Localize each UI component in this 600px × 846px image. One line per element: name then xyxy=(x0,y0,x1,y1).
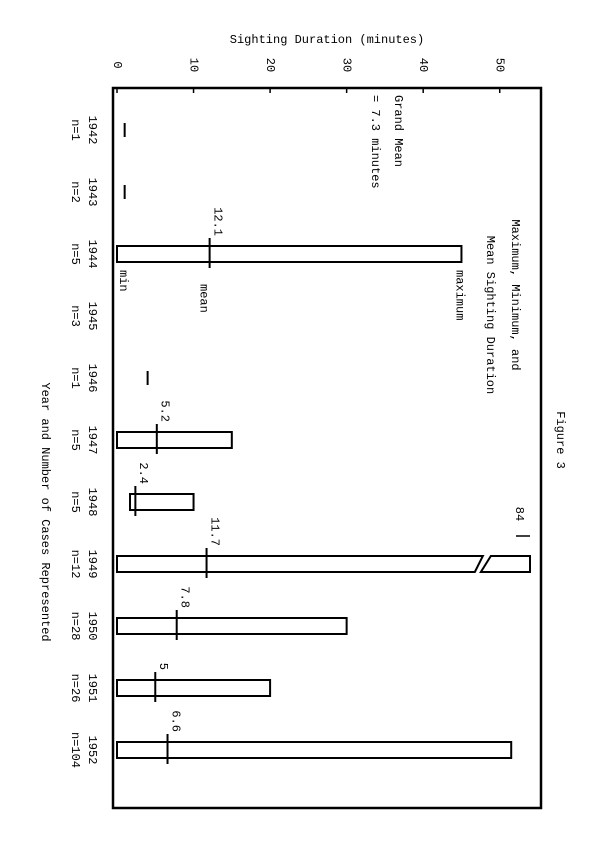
bar xyxy=(116,245,463,263)
value-label: 84 xyxy=(512,507,526,521)
case-count-label: n=2 xyxy=(68,181,82,203)
case-count-label: n=28 xyxy=(68,612,82,641)
case-count-label: n=104 xyxy=(68,732,82,768)
bar xyxy=(129,493,195,511)
x-tick-label: 1946 xyxy=(85,364,99,393)
value-tick-label: 0 xyxy=(110,61,124,68)
bar xyxy=(116,741,513,759)
legend-label: mean xyxy=(196,284,210,313)
case-count-label: n=5 xyxy=(68,491,82,513)
x-tick-label: 1952 xyxy=(85,736,99,765)
x-tick-label: 1943 xyxy=(85,178,99,207)
plot-frame xyxy=(111,86,543,810)
legend-label: maximum xyxy=(452,270,466,320)
case-count-label: n=5 xyxy=(68,429,82,451)
x-tick-label: 1947 xyxy=(85,426,99,455)
bar xyxy=(116,431,233,449)
mean-label: 12.1 xyxy=(210,207,224,236)
x-tick-label: 1942 xyxy=(85,116,99,145)
bar xyxy=(116,617,348,635)
case-count-label: n=1 xyxy=(68,367,82,389)
case-count-label: n=3 xyxy=(68,305,82,327)
case-count-label: n=5 xyxy=(68,243,82,265)
value-tick-label: 40 xyxy=(416,58,430,72)
case-count-label: n=26 xyxy=(68,674,82,703)
bar xyxy=(116,679,272,697)
mean-label: 2.4 xyxy=(136,462,150,484)
mean-label: 5 xyxy=(156,663,170,670)
x-tick-label: 1945 xyxy=(85,302,99,331)
bar xyxy=(116,555,485,573)
value-tick-label: 20 xyxy=(263,58,277,72)
x-tick-label: 1950 xyxy=(85,612,99,641)
case-count-label: n=12 xyxy=(68,550,82,579)
legend-label: min xyxy=(116,270,130,292)
annotation: = 7.3 minutes xyxy=(368,95,382,189)
bar-break xyxy=(479,555,531,573)
value-tick-label: 10 xyxy=(186,58,200,72)
mean-label: 6.6 xyxy=(168,710,182,732)
chart-title: Mean Sighting Duration xyxy=(483,236,497,394)
x-tick-label: 1949 xyxy=(85,550,99,579)
annotation: Grand Mean xyxy=(391,95,405,167)
mean-label: 11.7 xyxy=(207,517,221,546)
case-count-label: n=1 xyxy=(68,119,82,141)
mean-label: 5.2 xyxy=(158,400,172,422)
x-tick-label: 1944 xyxy=(85,240,99,269)
figure-label: Figure 3 xyxy=(553,411,567,469)
value-tick-label: 30 xyxy=(339,58,353,72)
category-axis-title: Year and Number of Cases Represented xyxy=(38,382,52,641)
x-tick-label: 1948 xyxy=(85,488,99,517)
value-tick-label: 50 xyxy=(493,58,507,72)
chart-title: Maximum, Minimum, and xyxy=(508,219,522,370)
mean-label: 7.8 xyxy=(178,586,192,608)
value-axis-title: Sighting Duration (minutes) xyxy=(230,33,424,47)
x-tick-label: 1951 xyxy=(85,674,99,703)
